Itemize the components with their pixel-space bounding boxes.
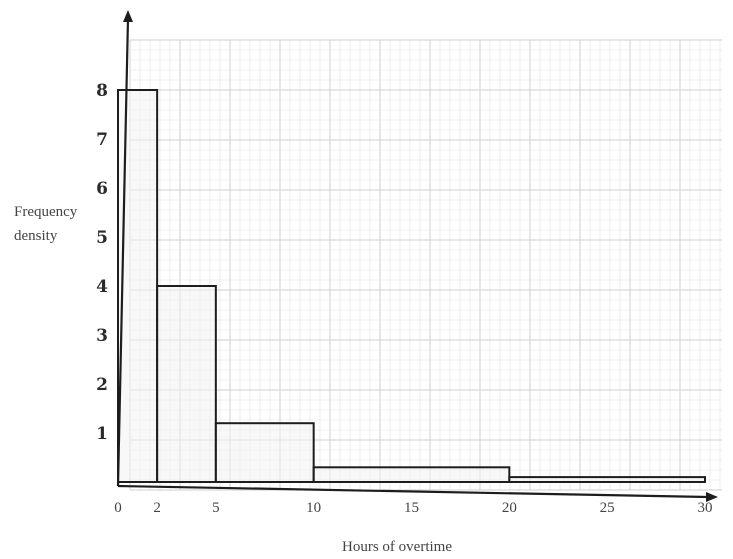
y-tick-label: 2	[96, 375, 108, 395]
bars	[117, 89, 707, 484]
y-axis-line	[116, 17, 130, 487]
x-axis-line	[117, 484, 709, 499]
bar-3	[214, 422, 315, 484]
x-tick-label: 25	[600, 500, 615, 516]
x-tick-label: 5	[212, 500, 220, 516]
x-tick-label: 0	[114, 500, 122, 516]
x-tick-label: 30	[698, 500, 713, 516]
bar-5	[508, 476, 707, 484]
x-tick-label: 15	[404, 500, 419, 516]
x-axis-title: Hours of overtime	[342, 539, 452, 555]
y-tick-label: 8	[96, 81, 108, 101]
y-tick-label: 1	[96, 424, 108, 444]
y-tick-label: 5	[96, 228, 108, 248]
y-axis-title-line-1: Frequency	[14, 204, 78, 220]
x-tick-labels: 0 2 5 10 15 20 25 30	[114, 500, 712, 516]
y-tick-label: 4	[96, 277, 108, 297]
y-tick-label: 7	[96, 130, 108, 150]
y-tick-label: 6	[96, 179, 108, 199]
x-tick-label: 2	[153, 500, 161, 516]
y-tick-labels: 1 2 3 4 5 6 7 8	[96, 81, 108, 444]
x-axis-arrow-icon	[706, 492, 718, 502]
bar-2	[156, 285, 217, 483]
bar-1	[117, 89, 159, 483]
axes	[116, 10, 718, 502]
y-axis-arrow-icon	[123, 10, 133, 22]
bar-4	[312, 466, 511, 483]
x-tick-label: 10	[306, 500, 321, 516]
y-axis-title-line-2: density	[14, 228, 58, 244]
x-tick-label: 20	[502, 500, 517, 516]
y-tick-label: 3	[96, 326, 108, 346]
